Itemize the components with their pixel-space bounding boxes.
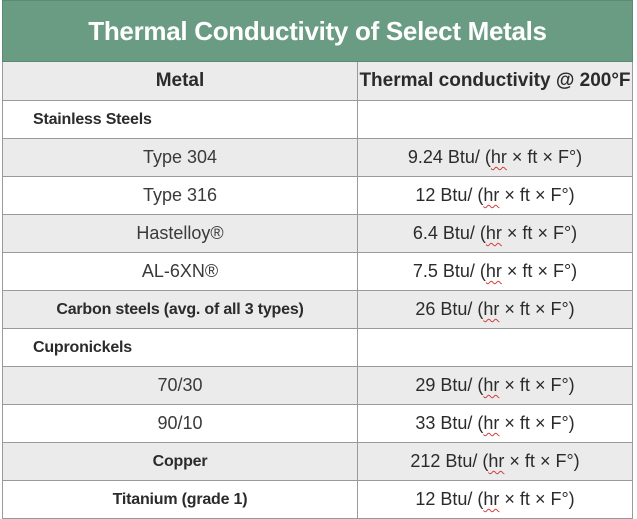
conductivity-unit-rest: × ft × F°) [499,185,575,205]
conductivity-cell [357,100,633,139]
table-row: Carbon steels (avg. of all 3 types) 26 Bt… [2,290,633,329]
conductivity-cell: 212 Btu/ (hr × ft × F°) [357,442,633,481]
metal-cell: Hastelloy® [2,214,358,253]
conductivity-cell: 6.4 Btu/ (hr × ft × F°) [357,214,633,253]
conductivity-cell: 26 Btu/ (hr × ft × F°) [357,290,633,329]
conductivity-unit-rest: × ft × F°) [499,489,575,509]
header-metal: Metal [2,61,358,101]
conductivity-value: 212 Btu/ ( [410,451,489,471]
metal-cell: Type 304 [2,138,358,177]
table-row: 70/30 29 Btu/ (hr × ft × F°) [2,366,633,405]
conductivity-cell: 7.5 Btu/ (hr × ft × F°) [357,252,633,291]
table-title: Thermal Conductivity of Select Metals [2,0,633,62]
hour-unit: hr [483,375,500,395]
table-row: Type 304 9.24 Btu/ (hr × ft × F°) [2,138,633,177]
conductivity-value: 7.5 Btu/ ( [412,261,486,281]
header-conductivity: Thermal conductivity @ 200°F [357,61,633,101]
table-row: AL-6XN® 7.5 Btu/ (hr × ft × F°) [2,252,633,291]
table-row: Hastelloy® 6.4 Btu/ (hr × ft × F°) [2,214,633,253]
conductivity-cell: 12 Btu/ (hr × ft × F°) [357,480,633,519]
conductivity-cell [357,328,633,367]
hour-unit: hr [490,147,507,167]
metal-cell: Cupronickels [2,328,358,367]
conductivity-value: 33 Btu/ ( [415,413,484,433]
metal-cell: AL-6XN® [2,252,358,291]
table-row: Stainless Steels [2,100,633,139]
conductivity-unit-rest: × ft × F°) [499,375,575,395]
table-row: 90/10 33 Btu/ (hr × ft × F°) [2,404,633,443]
hour-unit: hr [483,413,500,433]
table-row: Copper 212 Btu/ (hr × ft × F°) [2,442,633,481]
metal-cell: Type 316 [2,176,358,215]
conductivity-cell: 12 Btu/ (hr × ft × F°) [357,176,633,215]
metal-cell: Titanium (grade 1) [2,480,358,519]
table-row: Type 316 12 Btu/ (hr × ft × F°) [2,176,633,215]
hour-unit: hr [483,185,500,205]
table-body: Stainless Steels Type 304 9.24 Btu/ (hr × … [2,100,633,519]
conductivity-value: 12 Btu/ ( [415,489,484,509]
title-row: Thermal Conductivity of Select Metals [2,0,633,62]
hour-unit: hr [483,489,500,509]
hour-unit: hr [483,299,500,319]
conductivity-value: 6.4 Btu/ ( [412,223,486,243]
header-row: Metal Thermal conductivity @ 200°F [2,61,633,101]
metal-cell: 90/10 [2,404,358,443]
hour-unit: hr [488,451,505,471]
conductivity-unit-rest: × ft × F°) [501,261,578,281]
conductivity-value: 12 Btu/ ( [415,185,484,205]
conductivity-value: 29 Btu/ ( [415,375,484,395]
metal-cell: Carbon steels (avg. of all 3 types) [2,290,358,329]
conductivity-value: 9.24 Btu/ ( [407,147,491,167]
metal-cell: 70/30 [2,366,358,405]
conductivity-unit-rest: × ft × F°) [504,451,580,471]
conductivity-value: 26 Btu/ ( [415,299,484,319]
table-row: Cupronickels [2,328,633,367]
conductivity-cell: 29 Btu/ (hr × ft × F°) [357,366,633,405]
metal-cell: Copper [2,442,358,481]
hour-unit: hr [485,261,502,281]
conductivity-cell: 9.24 Btu/ (hr × ft × F°) [357,138,633,177]
conductivity-unit-rest: × ft × F°) [499,413,575,433]
conductivity-unit-rest: × ft × F°) [501,223,578,243]
conductivity-cell: 33 Btu/ (hr × ft × F°) [357,404,633,443]
conductivity-unit-rest: × ft × F°) [506,147,583,167]
hour-unit: hr [485,223,502,243]
metal-cell: Stainless Steels [2,100,358,139]
table-row: Titanium (grade 1) 12 Btu/ (hr × ft × F°) [2,480,633,519]
conductivity-unit-rest: × ft × F°) [499,299,575,319]
